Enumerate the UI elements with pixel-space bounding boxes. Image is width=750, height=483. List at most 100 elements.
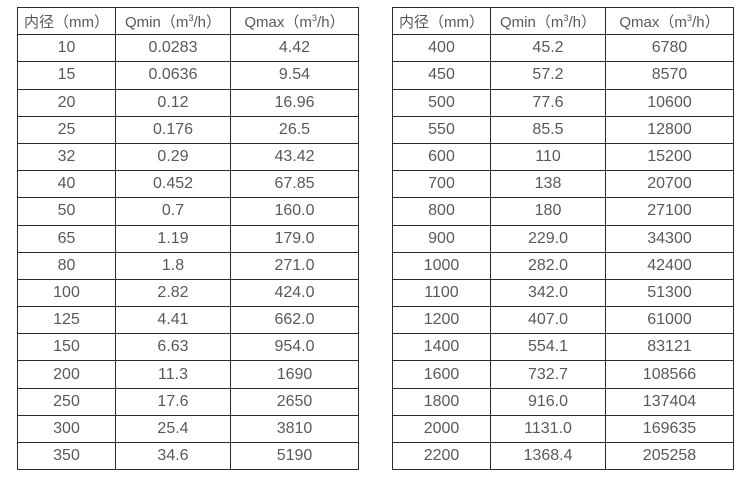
table-row: 400 45.2 6780 [392, 34, 734, 63]
qmax-cell: 6780 [605, 34, 734, 63]
diameter-cell: 32 [17, 142, 116, 172]
qmin-cell: 6.63 [115, 333, 231, 362]
table-row: 50 0.7 160.0 [17, 197, 359, 226]
qmin-cell: 57.2 [490, 61, 606, 90]
table-row: 700 138 20700 [392, 170, 734, 199]
qmax-cell: 61000 [605, 306, 734, 335]
diameter-cell: 150 [17, 333, 116, 362]
table-row: 80 1.8 271.0 [17, 251, 359, 280]
diameter-cell: 700 [392, 170, 491, 199]
col-header-qmax-label: Qmax（m [244, 13, 312, 31]
qmax-cell: 137404 [605, 387, 734, 416]
qmax-cell: 3810 [230, 414, 359, 444]
diameter-cell: 100 [17, 278, 116, 308]
qmax-cell: 1690 [230, 360, 359, 389]
qmax-cell: 83121 [605, 333, 734, 362]
qmin-cell: 0.0283 [115, 34, 231, 63]
qmin-cell: 2.82 [115, 278, 231, 308]
col-header-qmin-label: Qmin（m [124, 13, 189, 31]
diameter-cell: 2000 [392, 414, 491, 444]
qmin-cell: 34.6 [115, 441, 231, 471]
qmax-cell: 20700 [605, 170, 734, 199]
table-row: 20 0.12 16.96 [17, 88, 359, 117]
col-header-diameter: 内径（mm） [17, 6, 116, 36]
qmax-cell: 8570 [605, 61, 734, 90]
table-row: 1100 342.0 51300 [392, 278, 734, 308]
qmax-cell: 205258 [605, 441, 734, 471]
qmax-cell: 26.5 [230, 115, 359, 144]
diameter-cell: 20 [17, 88, 116, 117]
qmin-cell: 110 [490, 142, 606, 172]
diameter-cell: 15 [17, 61, 116, 90]
qmin-cell: 282.0 [490, 251, 606, 280]
table-header: 内径（mm） Qmin（m3/h） Qmax（m 3/h） [17, 6, 359, 36]
table-row: 1200 407.0 61000 [392, 306, 734, 335]
qmin-cell: 45.2 [490, 34, 606, 63]
table-row: 550 85.5 12800 [392, 115, 734, 144]
qmax-cell: 10600 [605, 88, 734, 117]
qmax-cell: 34300 [605, 224, 734, 253]
diameter-cell: 10 [17, 34, 116, 63]
col-header-diameter: 内径（mm） [392, 6, 491, 36]
table-row: 65 1.19 179.0 [17, 224, 359, 253]
qmax-cell: 179.0 [230, 224, 359, 253]
table-row: 32 0.29 43.42 [17, 142, 359, 172]
col-header-diameter-label: 内径（mm） [399, 13, 484, 31]
qmin-cell: 0.452 [115, 170, 231, 199]
qmin-superscript: 3 [188, 12, 194, 23]
diameter-cell: 400 [392, 34, 491, 63]
diameter-cell: 550 [392, 115, 491, 144]
qmin-cell: 11.3 [115, 360, 231, 389]
header-row: 内径（mm） Qmin（m3/h） Qmax（m3/h） [392, 6, 734, 36]
diameter-cell: 80 [17, 251, 116, 280]
qmin-cell: 17.6 [115, 387, 231, 416]
qmin-cell: 1131.0 [490, 414, 606, 444]
qmin-cell: 25.4 [115, 414, 231, 444]
table-row: 100 2.82 424.0 [17, 278, 359, 308]
qmax-cell: 2650 [230, 387, 359, 416]
col-header-qmin: Qmin（m3/h） [115, 6, 231, 36]
qmin-cell: 1.19 [115, 224, 231, 253]
col-header-qmin-label: Qmin（m [499, 13, 564, 31]
table-row: 2200 1368.4 205258 [392, 441, 734, 471]
qmax-cell: 9.54 [230, 61, 359, 90]
qmax-cell: 5190 [230, 441, 359, 471]
diameter-cell: 200 [17, 360, 116, 389]
col-header-qmin: Qmin（m3/h） [490, 6, 606, 36]
qmin-cell: 0.176 [115, 115, 231, 144]
qmin-cell: 407.0 [490, 306, 606, 335]
col-header-qmax-unit: /h） [317, 13, 345, 31]
diameter-cell: 250 [17, 387, 116, 416]
qmax-cell: 16.96 [230, 88, 359, 117]
qmin-cell: 138 [490, 170, 606, 199]
qmax-cell: 108566 [605, 360, 734, 389]
col-header-qmax-unit: /h） [692, 13, 720, 31]
table-row: 300 25.4 3810 [17, 414, 359, 444]
diameter-cell: 450 [392, 61, 491, 90]
table-row: 10 0.0283 4.42 [17, 34, 359, 63]
diameter-cell: 300 [17, 414, 116, 444]
qmin-cell: 4.41 [115, 306, 231, 335]
col-header-qmax: Qmax（m3/h） [605, 6, 734, 36]
table-row: 200 11.3 1690 [17, 360, 359, 389]
table-header: 内径（mm） Qmin（m3/h） Qmax（m3/h） [392, 6, 734, 36]
qmax-cell: 51300 [605, 278, 734, 308]
diameter-cell: 500 [392, 88, 491, 117]
col-header-diameter-label: 内径（mm） [24, 13, 109, 31]
qmax-cell: 67.85 [230, 170, 359, 199]
qmin-cell: 77.6 [490, 88, 606, 117]
diameter-cell: 2200 [392, 441, 491, 471]
qmax-cell: 160.0 [230, 197, 359, 226]
qmin-cell: 732.7 [490, 360, 606, 389]
qmin-cell: 0.12 [115, 88, 231, 117]
qmin-cell: 0.7 [115, 197, 231, 226]
header-row: 内径（mm） Qmin（m3/h） Qmax（m 3/h） [17, 6, 359, 36]
table-row: 500 77.6 10600 [392, 88, 734, 117]
table-row: 1800 916.0 137404 [392, 387, 734, 416]
table-row: 350 34.6 5190 [17, 441, 359, 471]
qmin-cell: 1368.4 [490, 441, 606, 471]
table-row: 250 17.6 2650 [17, 387, 359, 416]
table-row: 1400 554.1 83121 [392, 333, 734, 362]
qmax-cell: 43.42 [230, 142, 359, 172]
table-row: 450 57.2 8570 [392, 61, 734, 90]
